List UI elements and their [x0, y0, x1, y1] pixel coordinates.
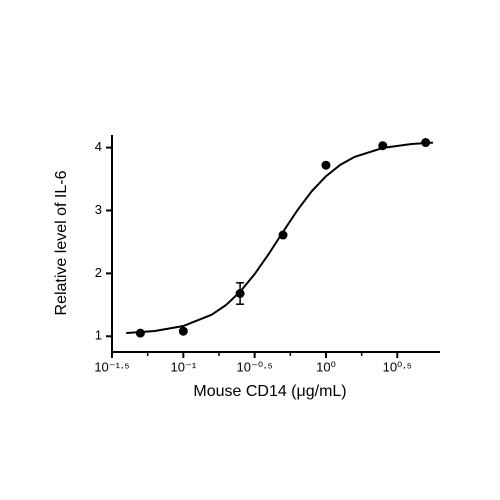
data-point	[321, 160, 331, 170]
y-tick-label: 1	[95, 328, 102, 343]
y-tick-label: 3	[95, 202, 102, 217]
data-point	[378, 141, 388, 151]
y-tick-label: 2	[95, 265, 102, 280]
data-point	[278, 230, 288, 240]
y-tick-label: 4	[95, 139, 102, 154]
x-axis-title: Mouse CD14 (μg/mL)	[193, 383, 346, 400]
x-tick-label: 10⁻⁰·⁵	[237, 359, 273, 374]
data-point	[421, 138, 431, 148]
x-tick-label: 10⁻¹·⁵	[94, 359, 129, 374]
x-tick-label: 10⁻¹	[171, 359, 197, 374]
data-point	[135, 328, 145, 338]
data-point	[235, 289, 245, 299]
x-tick-label: 10⁰·⁵	[383, 359, 412, 374]
x-tick-label: 10⁰	[316, 359, 336, 374]
y-axis-title: Relative level of IL-6	[53, 170, 70, 315]
data-point	[178, 326, 188, 336]
